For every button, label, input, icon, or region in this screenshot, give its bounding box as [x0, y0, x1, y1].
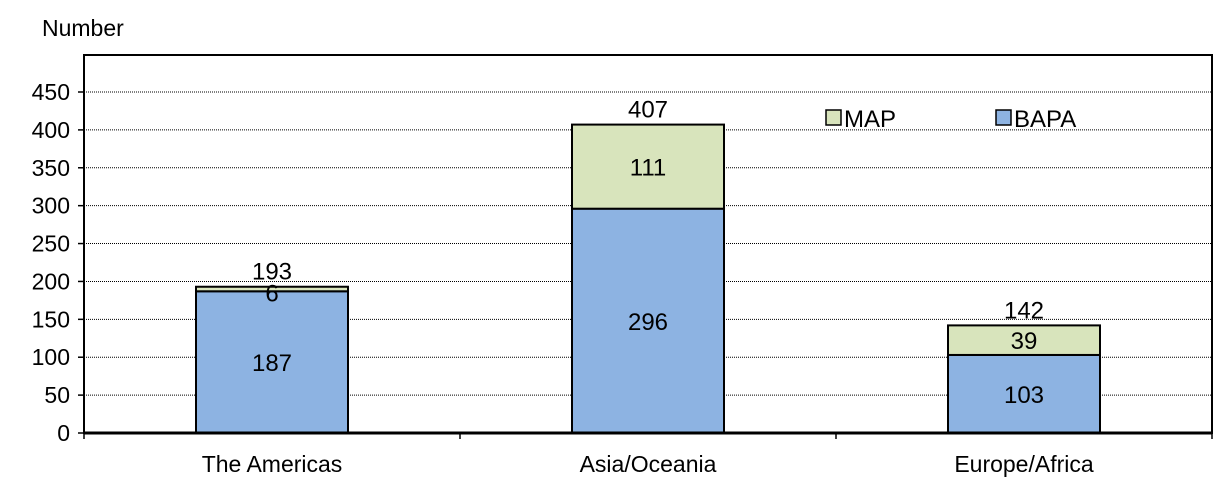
category-label: Asia/Oceania	[580, 451, 717, 477]
total-label: 142	[1004, 297, 1044, 324]
category-label: The Americas	[202, 451, 343, 477]
total-label: 193	[252, 259, 292, 286]
y-tick-label: 0	[57, 420, 70, 446]
data-label-bapa: 103	[1004, 382, 1044, 409]
bar-map-1	[571, 123, 725, 210]
bar-bapa-2	[947, 353, 1101, 434]
legend-swatch-map	[825, 109, 842, 126]
axes	[78, 54, 1213, 439]
bar-map-0	[195, 285, 349, 293]
y-tick-label: 50	[44, 382, 70, 408]
data-label-map: 111	[630, 155, 666, 182]
bar-bapa-1	[571, 207, 725, 434]
y-tick-label: 250	[32, 231, 70, 257]
y-tick-label: 200	[32, 268, 70, 294]
y-tick-label: 450	[32, 79, 70, 105]
y-tick-label: 400	[32, 117, 70, 143]
y-tick-label: 350	[32, 155, 70, 181]
data-label-map: 39	[1011, 328, 1038, 355]
data-label-map: 6	[265, 281, 278, 308]
y-axis-title: Number	[42, 15, 124, 41]
legend-swatch-bapa	[995, 109, 1012, 126]
bar-map-2	[947, 324, 1101, 356]
bar-bapa-0	[195, 290, 349, 434]
y-tick-label: 100	[32, 344, 70, 370]
legend-label-bapa: BAPA	[1014, 106, 1076, 133]
y-tick-label: 150	[32, 306, 70, 332]
data-label-bapa: 296	[628, 309, 668, 336]
legend: MAP BAPA	[825, 106, 1076, 133]
data-label-bapa: 187	[252, 350, 292, 377]
total-label: 407	[628, 97, 668, 124]
category-label: Europe/Africa	[954, 451, 1094, 477]
bars	[195, 123, 1101, 434]
y-tick-label: 300	[32, 193, 70, 219]
legend-label-map: MAP	[844, 106, 896, 133]
